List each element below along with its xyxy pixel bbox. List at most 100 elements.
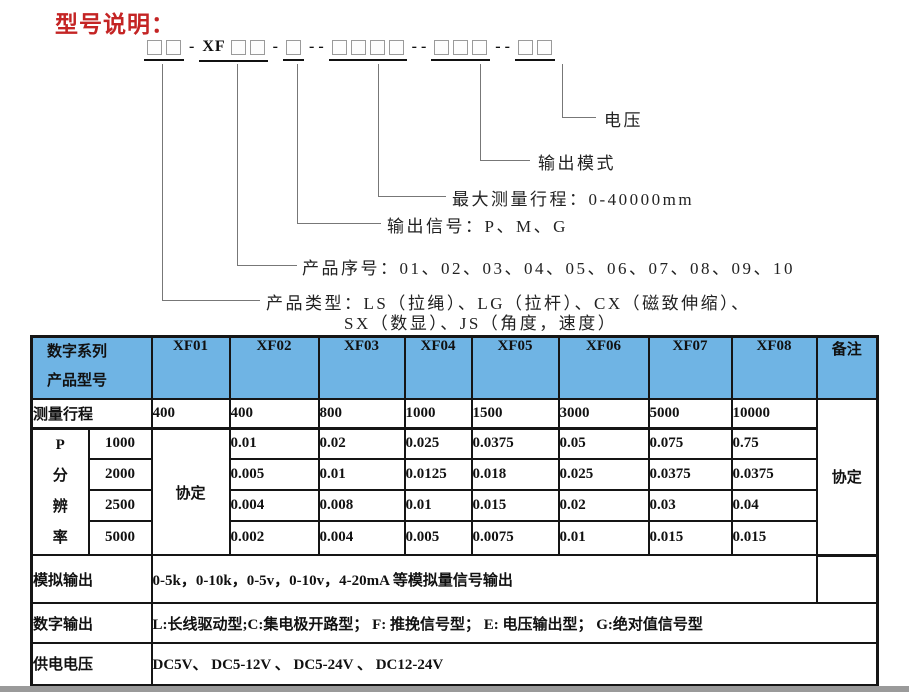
analog-output-label: 模拟输出 — [30, 554, 153, 604]
resolution-value: 0.008 — [317, 489, 406, 522]
header-line2: 产品型号 — [47, 373, 108, 389]
connector-line — [237, 64, 238, 265]
analog-remark-empty-cell — [815, 554, 879, 604]
connector-line — [378, 196, 446, 197]
header-xf03: XF03 — [317, 335, 406, 400]
code-box — [536, 39, 552, 55]
code-box — [453, 39, 469, 55]
code-box — [388, 39, 404, 55]
header-xf04: XF04 — [403, 335, 473, 400]
digital-output-row: 数字输出 L:长线驱动型;C:集电极开路型； F: 推挽信号型； E: 电压输出… — [30, 602, 879, 644]
connector-line — [162, 64, 163, 300]
resolution-sub: 2000 — [87, 457, 153, 492]
model-segment-signal — [282, 39, 304, 61]
power-voltage-value: DC5V、 DC5-12V 、 DC5-24V 、 DC12-24V — [150, 642, 879, 686]
header-remark: 备注 — [815, 335, 879, 400]
resolution-value: 0.04 — [730, 489, 818, 522]
resolution-sub: 2500 — [87, 489, 153, 522]
resolution-value: 0.025 — [403, 427, 473, 460]
resolution-value: 0.01 — [317, 457, 406, 492]
resolution-value: 0.0375 — [647, 457, 733, 492]
model-segment-serial: XF — [199, 38, 268, 62]
resolution-value: 0.01 — [403, 489, 473, 522]
callout-output-signal: 输出信号：P、M、G — [387, 217, 568, 236]
travel-row: 测量行程 400 400 800 1000 1500 3000 5000 100… — [30, 397, 879, 557]
resolution-value: 0.0375 — [470, 427, 560, 460]
resolution-value: 0.03 — [647, 489, 733, 522]
spec-table-container: 数字系列 产品型号 XF01 XF02 XF03 XF04 XF05 XF06 … — [30, 335, 880, 687]
header-xf07: XF07 — [647, 335, 733, 400]
analog-output-row: 模拟输出 0-5k，0-10k，0-5v，0-10v，4-20mA 等模拟量信号… — [30, 554, 879, 604]
resolution-char: 率 — [52, 530, 68, 546]
code-box — [147, 39, 162, 55]
resolution-row-2500: 2500 0.004 0.008 0.01 0.015 0.02 0.03 0.… — [32, 489, 878, 522]
code-box — [472, 39, 488, 55]
connector-line — [480, 160, 530, 161]
code-box — [249, 39, 265, 55]
resolution-value: 0.004 — [228, 489, 320, 522]
travel-value: 800 — [317, 397, 406, 430]
table-header-row: 数字系列 产品型号 XF01 XF02 XF03 XF04 XF05 XF06 … — [30, 335, 879, 400]
code-box — [517, 39, 533, 55]
resolution-value: 0.02 — [557, 489, 650, 522]
connector-line — [480, 64, 481, 160]
resolution-value: 0.015 — [647, 519, 733, 557]
code-box — [369, 39, 385, 55]
callout-output-mode: 输出模式 — [538, 154, 616, 173]
travel-value: 400 — [150, 397, 231, 430]
analog-output-value: 0-5k，0-10k，0-5v，0-10v，4-20mA 等模拟量信号输出 — [150, 554, 818, 604]
resolution-row-1000: P 分 辨 率 1000 协定 0.01 0.02 0.025 0.0375 0… — [30, 427, 878, 556]
callout-product-type-line2: SX（数显）、JS（角度，速度） — [344, 314, 618, 333]
travel-value: 1500 — [470, 397, 560, 430]
digital-output-label: 数字输出 — [30, 602, 153, 644]
power-voltage-label: 供电电压 — [30, 642, 153, 686]
callout-product-type: 产品类型：LS（拉绳）、LG（拉杆）、CX（磁致伸缩）、 — [266, 294, 751, 313]
header-line1: 数字系列 — [47, 344, 108, 360]
resolution-sub: 1000 — [87, 427, 153, 460]
header-xf06: XF06 — [557, 335, 650, 400]
code-box — [166, 39, 181, 55]
resolution-char: P — [55, 437, 65, 453]
resolution-value: 0.005 — [228, 457, 320, 492]
connector-line — [297, 64, 298, 223]
page-title: 型号说明： — [55, 11, 175, 37]
header-xf01: XF01 — [150, 335, 231, 400]
resolution-value: 0.02 — [317, 427, 406, 460]
code-box — [230, 39, 246, 55]
travel-value: 1000 — [403, 397, 473, 430]
header-xf08: XF08 — [730, 335, 818, 400]
code-box — [285, 39, 301, 55]
header-model-label: 数字系列 产品型号 — [30, 335, 153, 400]
model-segment-travel — [328, 39, 407, 61]
separator-dash: - — [189, 38, 195, 55]
resolution-value: 0.015 — [730, 519, 818, 557]
separator-dash: - — [272, 38, 278, 55]
callout-product-serial: 产品序号：01、02、03、04、05、06、07、08、09、10 — [302, 259, 795, 278]
resolution-value: 0.005 — [403, 519, 473, 557]
model-segment-voltage — [514, 39, 555, 61]
model-segment-series — [144, 39, 184, 61]
code-box — [350, 39, 366, 55]
resolution-sub: 5000 — [87, 519, 153, 557]
resolution-value: 0.015 — [470, 489, 560, 522]
digital-output-value: L:长线驱动型;C:集电极开路型； F: 推挽信号型； E: 电压输出型； G:… — [150, 602, 879, 644]
resolution-row-2000: 2000 0.005 0.01 0.0125 0.018 0.025 0.037… — [32, 457, 878, 492]
resolution-value: 0.075 — [647, 427, 733, 460]
connector-line — [378, 64, 379, 196]
resolution-value: 0.01 — [228, 427, 320, 460]
connector-line — [162, 300, 260, 301]
xf01-agreement-cell: 协定 — [150, 427, 231, 556]
code-box — [331, 39, 347, 55]
resolution-value: 0.05 — [557, 427, 650, 460]
resolution-value: 0.01 — [557, 519, 650, 557]
resolution-char: 辨 — [52, 499, 68, 515]
model-segment-output-mode — [431, 39, 491, 61]
resolution-row-5000: 5000 0.002 0.004 0.005 0.0075 0.01 0.015… — [32, 519, 878, 557]
connector-line — [562, 64, 563, 117]
callout-voltage: 电压 — [604, 111, 643, 130]
resolution-value: 0.004 — [317, 519, 406, 557]
resolution-value: 0.002 — [228, 519, 320, 557]
xf-prefix: XF — [202, 38, 226, 55]
resolution-value: 0.0075 — [470, 519, 560, 557]
